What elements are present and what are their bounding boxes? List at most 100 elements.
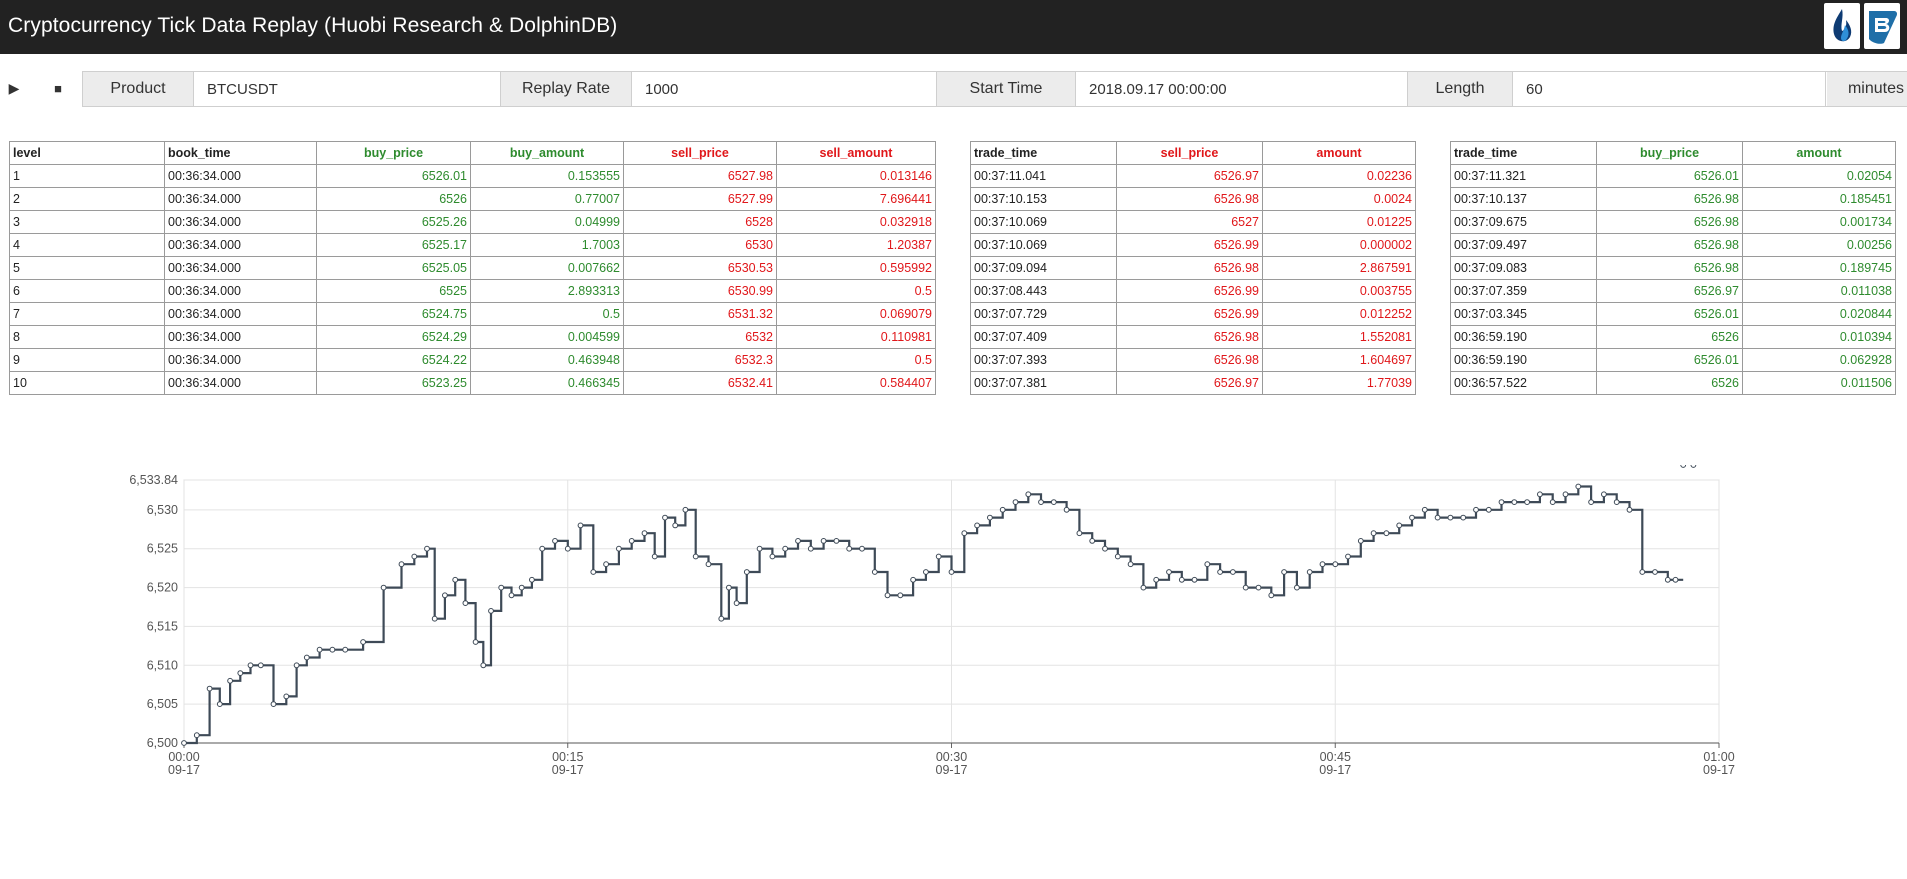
length-unit: minutes — [1827, 72, 1907, 106]
table-cell: 9 — [9, 348, 165, 372]
table-cell: 3 — [9, 210, 165, 234]
price-point — [539, 545, 546, 552]
table-cell: 0.466345 — [470, 371, 624, 395]
price-point — [564, 545, 571, 552]
replay-rate-input[interactable] — [632, 72, 937, 106]
price-point — [360, 639, 367, 645]
table-cell: 6531.32 — [623, 302, 777, 326]
price-point — [1242, 584, 1249, 591]
price-point — [859, 545, 865, 552]
table-cell: 6525.17 — [316, 233, 471, 257]
price-point — [974, 522, 980, 529]
price-point — [1370, 530, 1377, 537]
price-chart: 6,500 6,505 6,510 6,515 6,520 6,525 6,530 6,533… — [0, 465, 1907, 795]
price-point — [1421, 506, 1428, 513]
price-point — [1217, 569, 1223, 575]
table-cell: 1.604697 — [1262, 348, 1416, 372]
table-cell: 00:37:11.321 — [1450, 164, 1597, 188]
play-icon: ▶ — [8, 79, 20, 96]
table-cell: 00:36:59.190 — [1450, 325, 1597, 349]
price-point — [1575, 483, 1582, 490]
table-cell: 00:36:34.000 — [164, 233, 317, 257]
table-cell: 6530 — [623, 233, 777, 257]
table-cell: 00:37:09.094 — [970, 256, 1117, 280]
table-cell: 6526.98 — [1116, 187, 1263, 211]
sell-trade-row: 00:37:07.729 6526.99 0.012252 — [970, 302, 1416, 326]
price-point — [552, 538, 558, 544]
replay-parameters: Product Replay Rate Start Time Length mi… — [82, 71, 1907, 107]
x-tick-date: 09-17 — [936, 763, 968, 777]
price-point — [1680, 465, 1687, 468]
table-cell: 00:37:07.729 — [970, 302, 1117, 326]
stop-button[interactable]: ■ — [44, 70, 72, 106]
table-cell: 00:36:57.522 — [1450, 371, 1597, 395]
price-point — [718, 615, 725, 622]
table-cell: 6528 — [623, 210, 777, 234]
table-cell: 00:37:10.069 — [970, 210, 1117, 234]
y-tick-label: 6,533.84 — [129, 473, 178, 487]
table-cell: 0.5 — [776, 279, 936, 303]
price-point — [1498, 499, 1505, 505]
price-point — [1153, 576, 1160, 583]
table-cell: 00:37:07.393 — [970, 348, 1117, 372]
table-cell: 00:37:07.359 — [1450, 279, 1597, 303]
price-point — [807, 545, 814, 552]
table-cell: 6525 — [316, 279, 471, 303]
sell-trades-header-row: trade_time sell_price amount — [970, 141, 1416, 165]
table-cell: 6526 — [1596, 325, 1743, 349]
price-point — [603, 561, 609, 568]
orderbook-row: 1 00:36:34.000 6526.01 0.153555 6527.98 0.013… — [9, 164, 936, 188]
orderbook-header-row: level book_time buy_price buy_amount sel… — [9, 141, 936, 165]
table-cell: 6530.53 — [623, 256, 777, 280]
table-cell: 00:37:09.083 — [1450, 256, 1597, 280]
price-point — [1178, 576, 1185, 583]
price-point — [247, 662, 254, 669]
length-input[interactable] — [1513, 72, 1826, 106]
table-cell: 6523.25 — [316, 371, 471, 395]
price-point — [590, 569, 597, 575]
price-point — [616, 545, 622, 552]
price-point — [871, 569, 878, 575]
column-header-amount: amount — [1742, 141, 1896, 165]
y-tick-label: 6,510 — [147, 658, 178, 672]
price-point — [270, 701, 277, 708]
table-cell: 4 — [9, 233, 165, 257]
table-cell: 0.04999 — [470, 210, 624, 234]
price-point — [1613, 499, 1620, 505]
table-cell: 0.02054 — [1742, 164, 1896, 188]
table-cell: 00:36:34.000 — [164, 348, 317, 372]
table-cell: 6526 — [316, 187, 471, 211]
table-cell: 0.01225 — [1262, 210, 1416, 234]
table-cell: 0.010394 — [1742, 325, 1896, 349]
price-point — [846, 545, 853, 552]
table-cell: 00:36:34.000 — [164, 302, 317, 326]
sell-trade-row: 00:37:10.069 6526.99 0.000002 — [970, 233, 1416, 257]
table-cell: 6525.26 — [316, 210, 471, 234]
table-cell: 0.020844 — [1742, 302, 1896, 326]
replay-controls: ▶ ■ Product Replay Rate Start Time Lengt… — [0, 70, 1907, 108]
price-point — [1383, 530, 1390, 537]
price-point — [424, 545, 430, 552]
product-input[interactable] — [194, 72, 501, 106]
table-cell: 6526 — [1596, 371, 1743, 395]
price-point — [206, 685, 213, 692]
x-tick-date: 09-17 — [168, 763, 200, 777]
column-header-amount: amount — [1262, 141, 1416, 165]
y-tick-label: 6,515 — [147, 619, 178, 633]
table-cell: 0.00256 — [1742, 233, 1896, 257]
buy-trade-row: 00:36:59.190 6526 0.010394 — [1450, 325, 1896, 349]
x-tick-date: 09-17 — [552, 763, 584, 777]
price-point — [1473, 506, 1479, 513]
price-point — [1038, 499, 1044, 505]
table-cell: 7.696441 — [776, 187, 936, 211]
table-cell: 00:36:34.000 — [164, 371, 317, 395]
play-button[interactable]: ▶ — [0, 70, 28, 106]
buy-trades-table: trade_time buy_price amount 00:37:11.321… — [1450, 141, 1896, 395]
table-cell: 0.011038 — [1742, 279, 1896, 303]
price-point — [641, 530, 648, 537]
orderbook-row: 9 00:36:34.000 6524.22 0.463948 6532.3 0.5 — [9, 348, 936, 372]
start-time-input[interactable] — [1076, 72, 1408, 106]
price-point — [1050, 499, 1057, 505]
price-point — [1434, 514, 1441, 521]
table-cell: 6527.99 — [623, 187, 777, 211]
